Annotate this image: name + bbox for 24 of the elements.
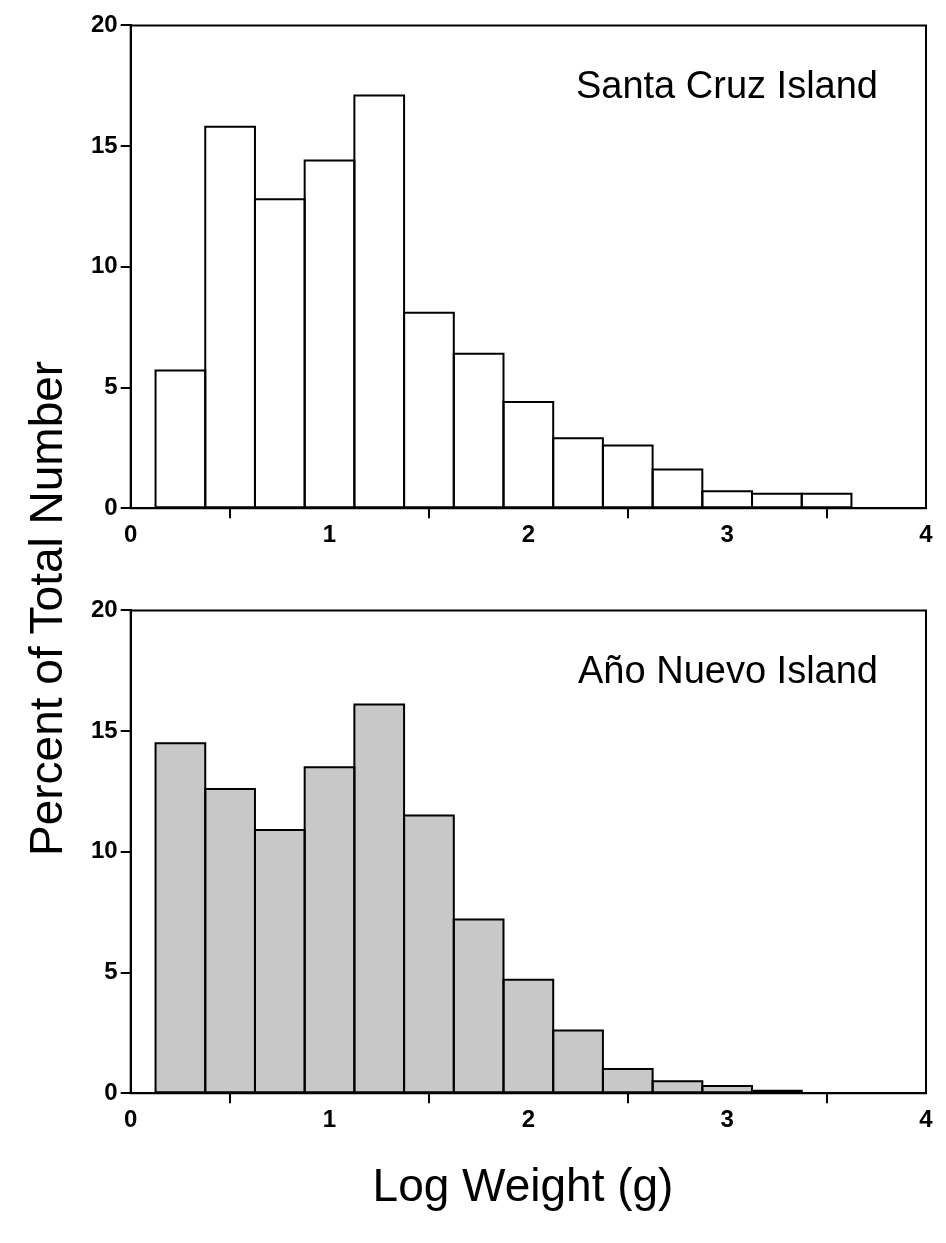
y-tick-label: 5 (104, 957, 118, 985)
text: Año Nuevo Island (578, 648, 878, 691)
y-tick-label: 0 (104, 1077, 118, 1105)
x-tick-label: 4 (919, 520, 934, 548)
y-tick-label: 15 (90, 130, 118, 158)
y-tick-label: 20 (90, 10, 118, 38)
y-tick-label: 0 (104, 492, 118, 520)
y-tick-label: 20 (90, 595, 118, 623)
y-tick-label: 10 (90, 836, 118, 864)
y-tick-label: 10 (90, 251, 118, 279)
x-tick-label: 1 (322, 1105, 337, 1133)
x-tick-label: 3 (720, 520, 734, 548)
y-tick-label: 5 (104, 372, 118, 400)
x-tick-label: 0 (124, 1105, 138, 1133)
x-tick-label: 1 (322, 520, 337, 548)
y-axis-title: Percent of Total Number (20, 359, 72, 858)
x-tick-label: 2 (521, 1105, 536, 1133)
x-tick-label: 4 (919, 1105, 934, 1133)
text: Santa Cruz Island (575, 63, 878, 106)
x-tick-label: 2 (521, 520, 536, 548)
x-axis-title: Log Weight (g) (372, 1159, 674, 1211)
x-tick-label: 0 (124, 520, 138, 548)
y-tick-label: 15 (90, 715, 118, 743)
x-tick-label: 3 (720, 1105, 734, 1133)
